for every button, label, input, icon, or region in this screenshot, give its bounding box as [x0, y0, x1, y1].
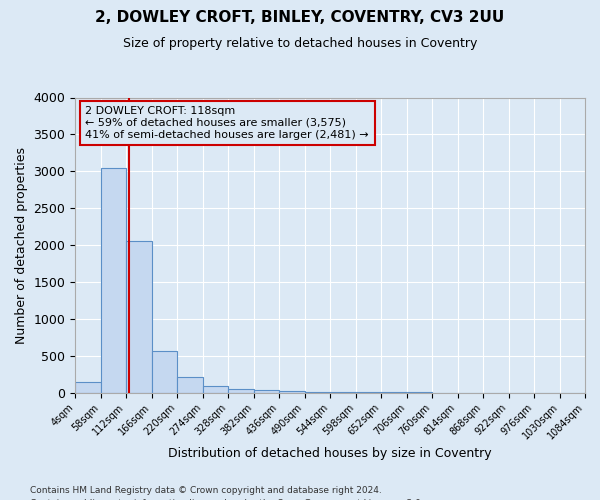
- Bar: [152, 352, 177, 393]
- Text: 2, DOWLEY CROFT, BINLEY, COVENTRY, CV3 2UU: 2, DOWLEY CROFT, BINLEY, COVENTRY, CV3 2…: [95, 10, 505, 25]
- X-axis label: Distribution of detached houses by size in Coventry: Distribution of detached houses by size …: [168, 447, 492, 460]
- Y-axis label: Number of detached properties: Number of detached properties: [15, 146, 28, 344]
- Bar: [254, 390, 279, 392]
- Text: Size of property relative to detached houses in Coventry: Size of property relative to detached ho…: [123, 38, 477, 51]
- Bar: [177, 377, 203, 392]
- Bar: [203, 386, 228, 392]
- Bar: [75, 382, 101, 392]
- Bar: [126, 240, 152, 392]
- Text: Contains HM Land Registry data © Crown copyright and database right 2024.: Contains HM Land Registry data © Crown c…: [30, 486, 382, 495]
- Bar: [101, 168, 126, 392]
- Text: 2 DOWLEY CROFT: 118sqm
← 59% of detached houses are smaller (3,575)
41% of semi-: 2 DOWLEY CROFT: 118sqm ← 59% of detached…: [85, 106, 369, 140]
- Bar: [279, 391, 305, 392]
- Text: Contains public sector information licensed under the Open Government Licence v3: Contains public sector information licen…: [30, 498, 424, 500]
- Bar: [228, 388, 254, 392]
